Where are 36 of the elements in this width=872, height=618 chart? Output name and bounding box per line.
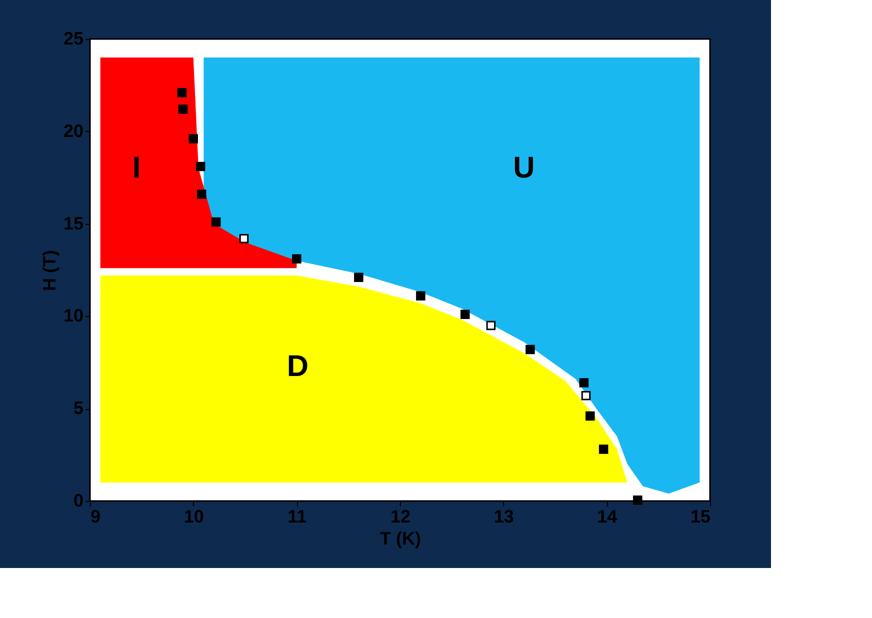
annotation: I bbox=[132, 151, 141, 184]
y-axis-title: H (T) bbox=[39, 250, 60, 291]
x-tick-label: 11 bbox=[288, 506, 307, 526]
x-tick-label: 14 bbox=[597, 506, 618, 526]
x-tick-label: 10 bbox=[184, 506, 204, 526]
x-tick-label: 13 bbox=[494, 506, 514, 526]
point bbox=[460, 310, 470, 319]
y-tick-label: 10 bbox=[63, 306, 84, 326]
point bbox=[586, 411, 595, 421]
x-tick-label: 12 bbox=[390, 506, 411, 526]
point bbox=[292, 254, 302, 264]
point bbox=[196, 162, 206, 172]
point bbox=[188, 134, 198, 144]
x-tick-label: 15 bbox=[690, 506, 710, 526]
x-axis-title: T (K) bbox=[380, 528, 421, 548]
point bbox=[239, 234, 249, 244]
point bbox=[211, 217, 221, 227]
point bbox=[579, 378, 589, 388]
point bbox=[486, 320, 496, 330]
x-tick-label: 9 bbox=[90, 506, 101, 526]
point bbox=[354, 272, 364, 282]
y-tick-label: 25 bbox=[63, 28, 84, 48]
point bbox=[178, 104, 188, 114]
point bbox=[633, 495, 642, 505]
y-tick-label: 0 bbox=[73, 490, 84, 510]
y-tick-label: 5 bbox=[73, 398, 84, 418]
annotation: U bbox=[513, 151, 535, 184]
annotation: D bbox=[286, 350, 309, 384]
y-tick-label: 20 bbox=[63, 120, 84, 141]
point bbox=[598, 444, 608, 454]
point bbox=[581, 391, 591, 400]
point bbox=[196, 190, 206, 199]
point bbox=[526, 344, 535, 354]
y-tick-label: 15 bbox=[63, 213, 84, 234]
point bbox=[416, 291, 426, 300]
point bbox=[177, 88, 187, 98]
